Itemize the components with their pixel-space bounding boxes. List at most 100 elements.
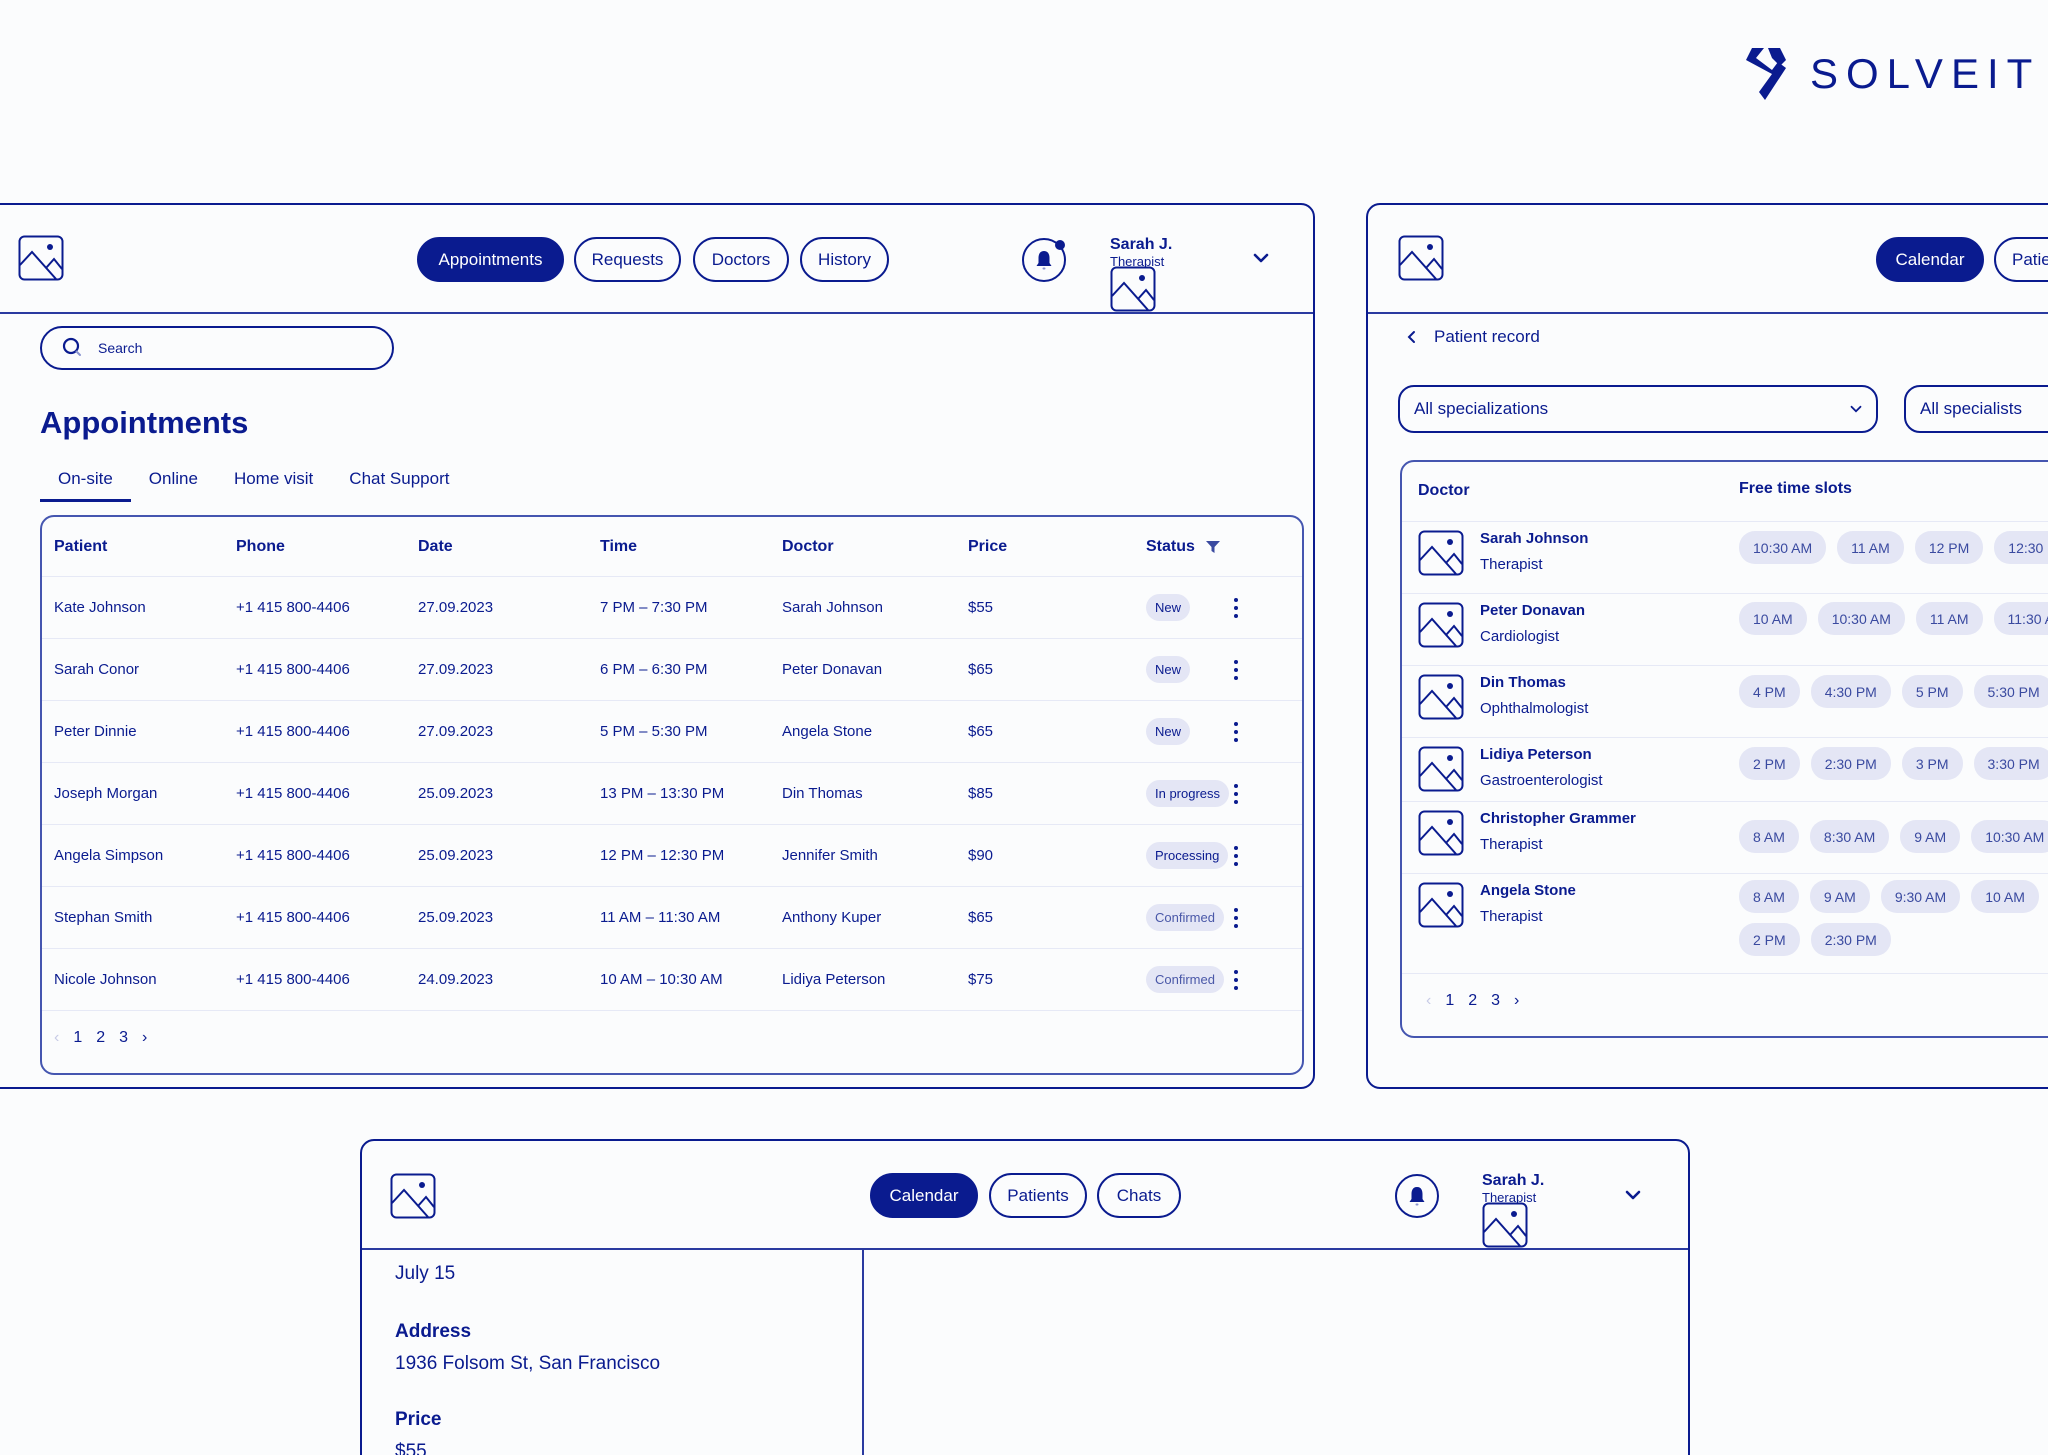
nav-appointments-button[interactable]: Appointments: [417, 237, 564, 282]
time-slot[interactable]: 3:30 PM: [1973, 747, 2048, 780]
time-slot[interactable]: 8:30 AM: [1809, 820, 1890, 853]
column-header-date[interactable]: Date: [418, 537, 453, 555]
cell-price: $65: [968, 909, 994, 926]
table-row[interactable]: Sarah Conor +1 415 800-4406 27.09.2023 6…: [42, 639, 1302, 701]
tab-online[interactable]: Online: [148, 469, 198, 488]
pagination-page-3[interactable]: 3: [119, 1029, 129, 1046]
time-slot[interactable]: 2:30 PM: [1810, 747, 1891, 780]
pagination-prev-button[interactable]: ‹: [1426, 992, 1432, 1009]
pagination-page-1[interactable]: 1: [73, 1029, 83, 1046]
pagination-next-button[interactable]: ›: [142, 1029, 148, 1046]
price-label: Price: [395, 1409, 442, 1430]
time-slot[interactable]: 12:30 PM: [1994, 531, 2048, 564]
time-slot[interactable]: 3 PM: [1901, 747, 1963, 780]
nav-history-button[interactable]: History: [800, 237, 889, 282]
time-slot[interactable]: 11 AM: [1915, 602, 1983, 635]
time-slot[interactable]: 9 AM: [1900, 820, 1961, 853]
row-more-options-icon[interactable]: [1226, 721, 1246, 742]
time-slot[interactable]: 10:30 AM: [1817, 602, 1905, 635]
row-more-options-icon[interactable]: [1226, 845, 1246, 866]
address-label: Address: [395, 1321, 472, 1342]
row-more-options-icon[interactable]: [1226, 907, 1246, 928]
chevron-left-icon[interactable]: [1406, 330, 1416, 344]
column-header-status[interactable]: Status: [1146, 517, 1221, 576]
cell-doctor: Sarah Johnson: [782, 599, 883, 616]
nav-calendar-button[interactable]: Calendar: [870, 1173, 978, 1218]
table-row[interactable]: Angela Simpson +1 415 800-4406 25.09.202…: [42, 825, 1302, 887]
nav-patients-button[interactable]: Patients: [989, 1173, 1087, 1218]
specialist-select[interactable]: All specialists: [1904, 385, 2048, 433]
cell-price: $90: [968, 847, 994, 864]
time-slot[interactable]: 10 AM: [1971, 880, 2039, 913]
notifications-button[interactable]: [1022, 238, 1066, 282]
notifications-button[interactable]: [1395, 1174, 1439, 1218]
table-row[interactable]: Joseph Morgan +1 415 800-4406 25.09.2023…: [42, 763, 1302, 825]
column-header-doctor[interactable]: Doctor: [782, 537, 834, 555]
user-menu-chevron-down-icon[interactable]: [1625, 1190, 1641, 1200]
cell-phone: +1 415 800-4406: [236, 847, 350, 864]
pagination-next-button[interactable]: ›: [1514, 992, 1520, 1009]
time-slot[interactable]: 5:30 PM: [1973, 675, 2048, 708]
filter-icon[interactable]: [1205, 540, 1221, 554]
table-row[interactable]: Kate Johnson +1 415 800-4406 27.09.2023 …: [42, 577, 1302, 639]
time-slot[interactable]: 12 PM: [1914, 531, 1984, 564]
nav-doctors-button[interactable]: Doctors: [693, 237, 789, 282]
table-row[interactable]: Nicole Johnson +1 415 800-4406 24.09.202…: [42, 949, 1302, 1011]
doctor-name: Sarah Johnson: [1480, 530, 1589, 547]
user-profile[interactable]: Sarah J. Therapist: [1110, 236, 1172, 270]
time-slot[interactable]: 10:30 AM: [1971, 820, 2048, 853]
cell-patient: Stephan Smith: [54, 909, 153, 926]
time-slot[interactable]: 2:30 PM: [1810, 923, 1891, 956]
time-slot[interactable]: 8 AM: [1739, 820, 1799, 853]
specialization-select-value: All specializations: [1414, 399, 1549, 418]
time-slot[interactable]: 11 AM: [1837, 531, 1904, 564]
time-slot[interactable]: 8 AM: [1739, 880, 1799, 913]
row-more-options-icon[interactable]: [1226, 783, 1246, 804]
cell-phone: +1 415 800-4406: [236, 599, 350, 616]
time-slot[interactable]: 9 AM: [1809, 880, 1870, 913]
table-row[interactable]: Peter Dinnie +1 415 800-4406 27.09.2023 …: [42, 701, 1302, 763]
chevron-down-icon: [1850, 405, 1862, 413]
pagination-page-2[interactable]: 2: [96, 1029, 106, 1046]
pagination-prev-button[interactable]: ‹: [54, 1029, 60, 1046]
user-profile[interactable]: Sarah J. Therapist: [1482, 1172, 1544, 1206]
search-input[interactable]: [98, 340, 358, 356]
column-header-price[interactable]: Price: [968, 537, 1008, 555]
doctor-specialty: Cardiologist: [1480, 628, 1560, 645]
row-more-options-icon[interactable]: [1226, 659, 1246, 680]
tab-on-site[interactable]: On-site: [40, 469, 131, 502]
time-slot[interactable]: 5 PM: [1901, 675, 1963, 708]
row-more-options-icon[interactable]: [1226, 969, 1246, 990]
column-header-phone[interactable]: Phone: [236, 537, 285, 555]
row-more-options-icon[interactable]: [1226, 597, 1246, 618]
nav-requests-button[interactable]: Requests: [574, 237, 681, 282]
nav-chats-button[interactable]: Chats: [1097, 1173, 1181, 1218]
breadcrumb[interactable]: Patient record: [1406, 327, 1540, 347]
time-slot[interactable]: 4 PM: [1739, 675, 1800, 708]
notification-dot: [1055, 240, 1065, 250]
time-slot[interactable]: 4:30 PM: [1810, 675, 1891, 708]
cell-phone: +1 415 800-4406: [236, 971, 350, 988]
breadcrumb-label[interactable]: Patient record: [1434, 327, 1540, 346]
time-slot[interactable]: 2 PM: [1739, 747, 1800, 780]
time-slot[interactable]: 10:30 AM: [1739, 531, 1827, 564]
table-row[interactable]: Stephan Smith +1 415 800-4406 25.09.2023…: [42, 887, 1302, 949]
column-header-time[interactable]: Time: [600, 537, 638, 555]
tab-home-visit[interactable]: Home visit: [233, 469, 314, 488]
time-slot[interactable]: 10 AM: [1739, 602, 1807, 635]
search-field[interactable]: [40, 326, 394, 370]
specialization-select[interactable]: All specializations: [1398, 385, 1878, 433]
time-slot[interactable]: 2 PM: [1739, 923, 1800, 956]
tab-chat-support[interactable]: Chat Support: [349, 469, 450, 488]
cell-doctor: Angela Stone: [782, 723, 873, 740]
pagination-page-2[interactable]: 2: [1468, 992, 1478, 1009]
time-slot[interactable]: 11:30 AM: [1993, 602, 2048, 635]
section-divider: [862, 1250, 864, 1455]
column-header-patient[interactable]: Patient: [54, 537, 108, 555]
nav-calendar-button[interactable]: Calendar: [1876, 237, 1984, 282]
time-slot[interactable]: 9:30 AM: [1880, 880, 1961, 913]
status-badge: New: [1146, 656, 1191, 683]
nav-patients-button[interactable]: Patients: [1994, 237, 2048, 282]
pagination-page-1[interactable]: 1: [1445, 992, 1455, 1009]
pagination-page-3[interactable]: 3: [1491, 992, 1501, 1009]
